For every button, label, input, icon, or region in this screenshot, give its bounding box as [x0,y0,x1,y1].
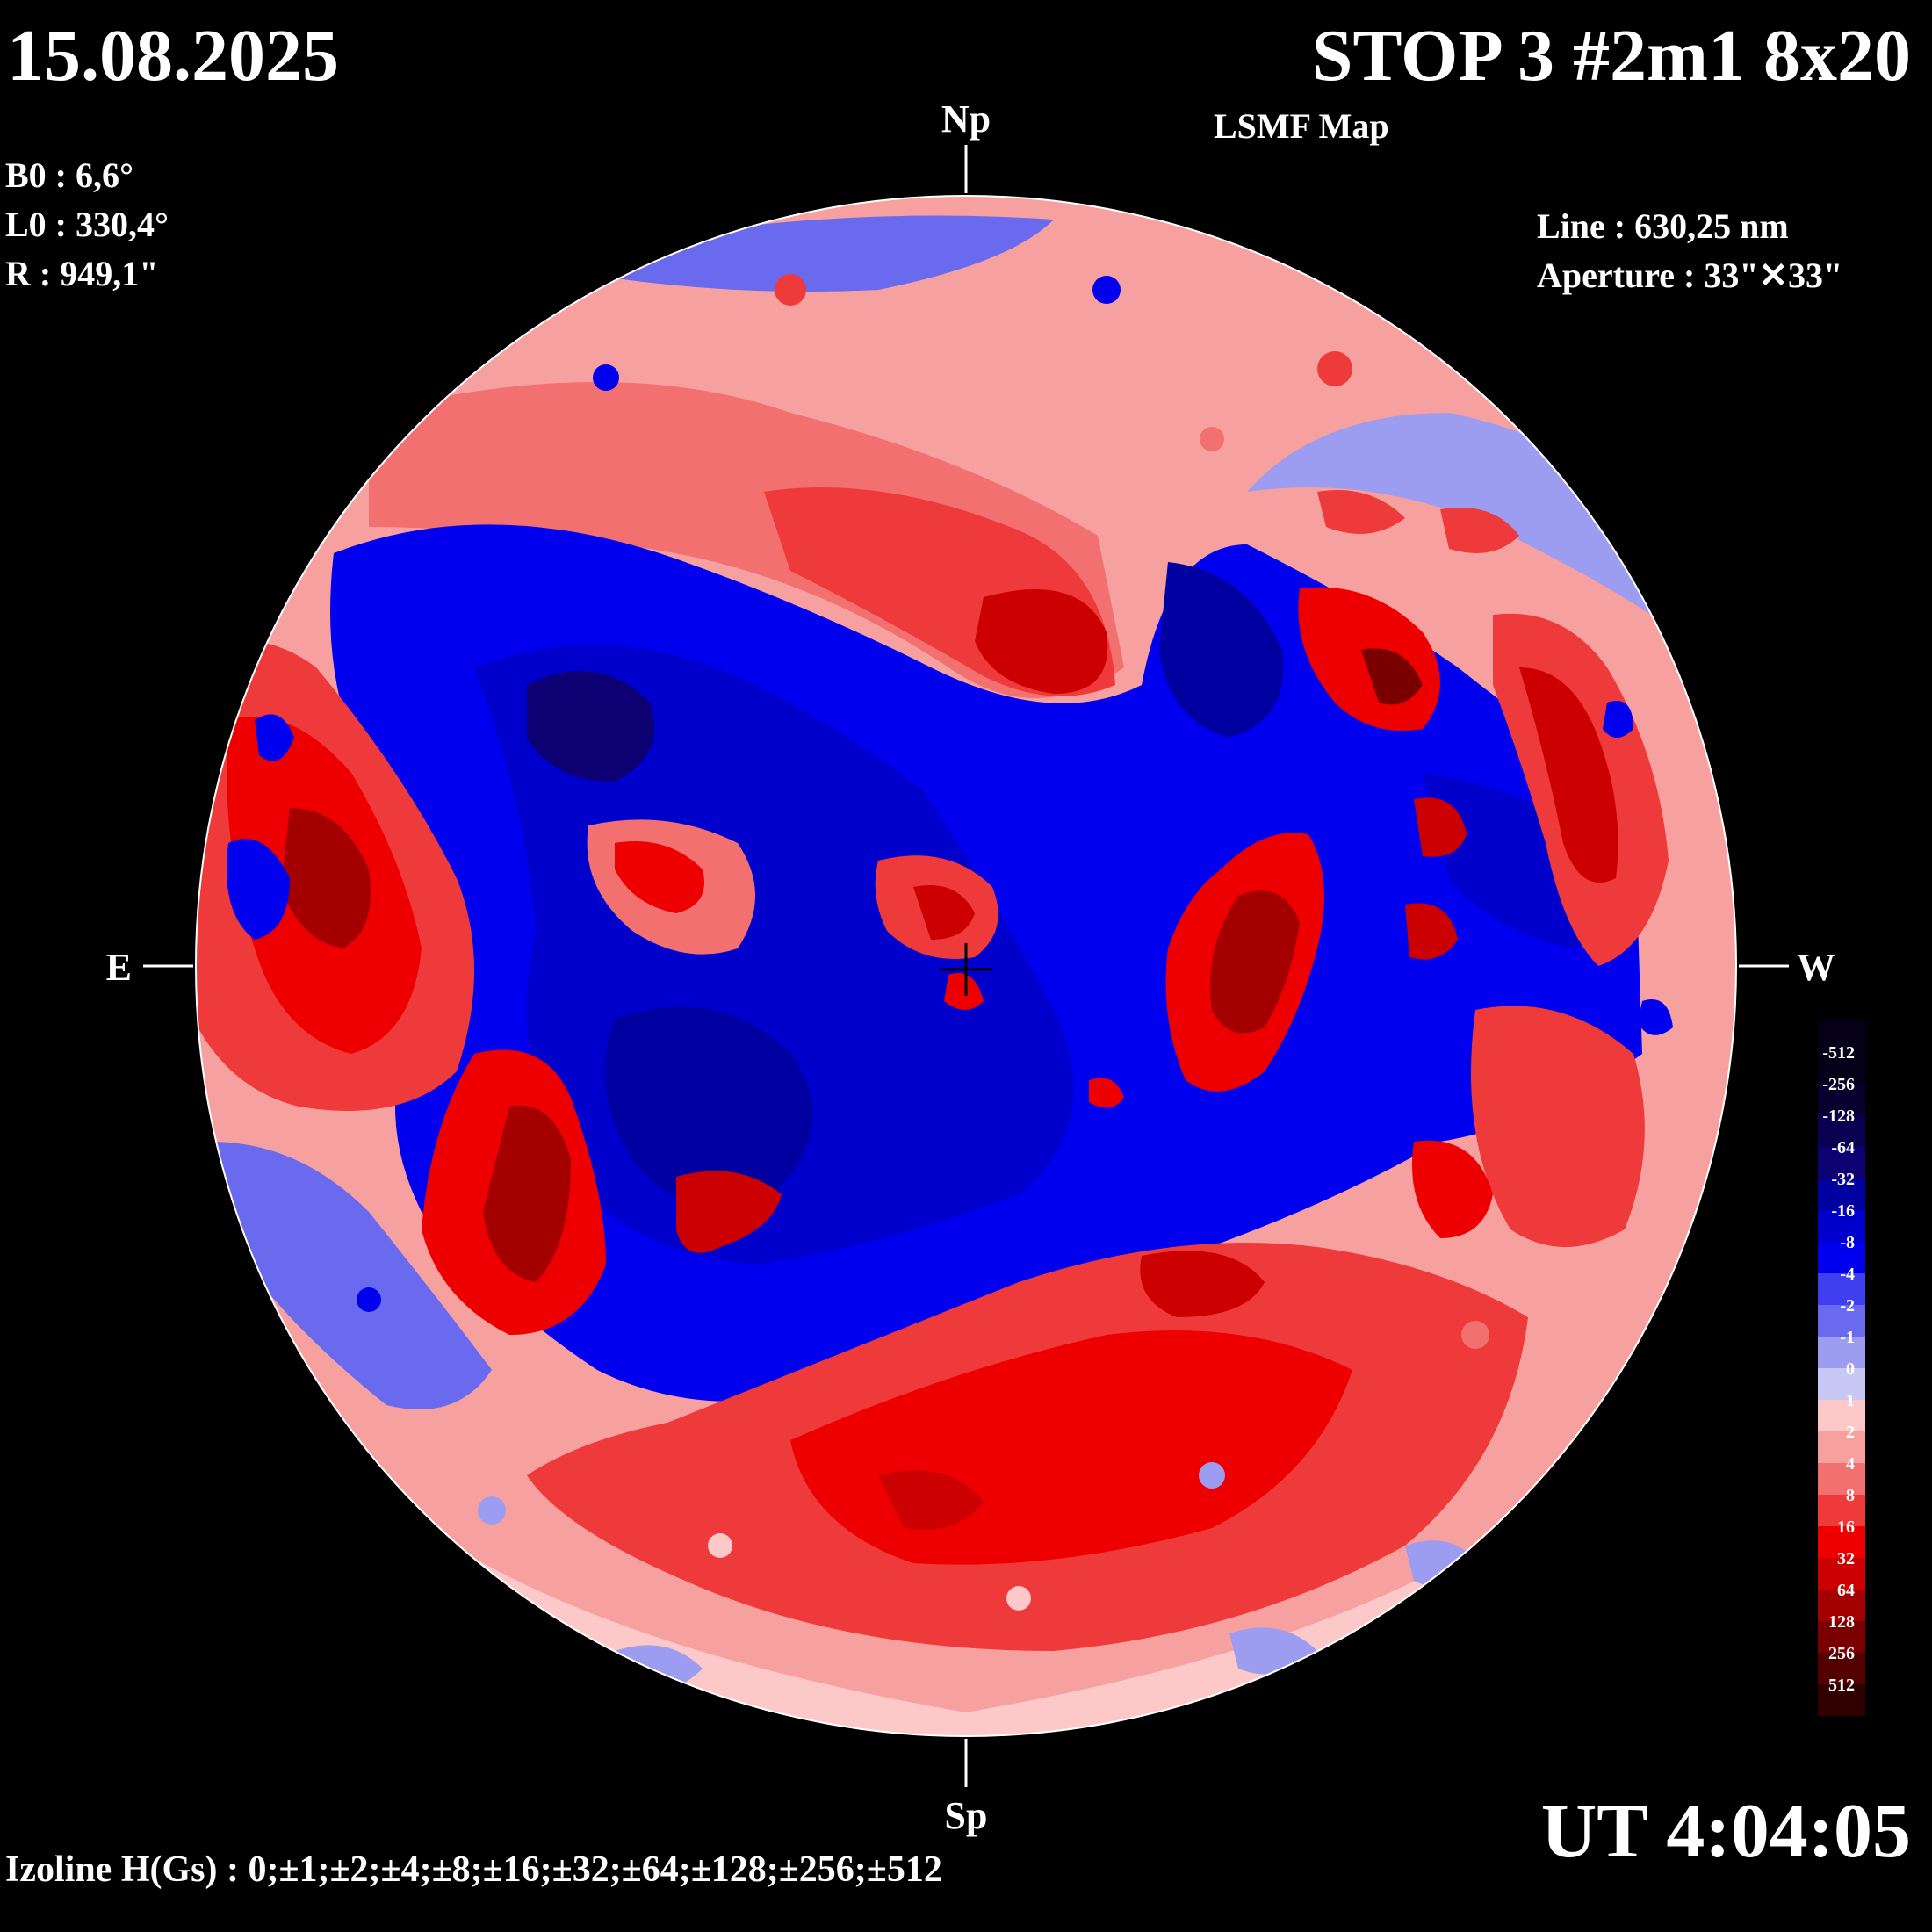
colorbar-swatch [1818,1558,1865,1590]
disk-limb [195,195,1737,1737]
colorbar-tick-label: 64 [1837,1581,1855,1600]
colorbar-swatch [1818,1179,1865,1210]
b0-parameter: B0 : 6,6° [5,155,133,195]
colorbar-tick-label: -16 [1831,1201,1855,1221]
ut-time: UT 4:04:05 [1540,1789,1911,1874]
colorbar-tick-label: -64 [1831,1138,1855,1157]
colorbar-swatch [1818,1684,1865,1716]
observation-date: 15.08.2025 [7,15,339,97]
east-label: E [106,946,132,989]
colorbar-swatch [1818,1210,1865,1242]
aperture-size: Aperture : 33"✕33" [1537,256,1843,295]
map-subtitle: LSMF Map [1214,106,1389,146]
disk-center-cross [940,943,992,996]
colorbar-tick-label: 4 [1846,1454,1855,1474]
colorbar-tick-label: 0 [1846,1359,1855,1379]
colorbar-swatch [1818,1653,1865,1684]
colorbar-swatch [1818,1242,1865,1273]
colorbar-swatch [1818,1052,1865,1084]
l0-parameter: L0 : 330,4° [5,205,169,244]
west-label: W [1797,946,1835,989]
spectral-line: Line : 630,25 nm [1537,206,1789,246]
colorbar-swatch [1818,1400,1865,1431]
radius-parameter: R : 949,1" [5,254,159,293]
colorbar-tick-label: 1 [1846,1391,1855,1410]
north-label: Np [941,97,991,141]
colorbar-swatch [1818,1621,1865,1653]
colorbar-swatch [1818,1147,1865,1179]
colorbar-tick-label: -2 [1840,1296,1855,1316]
colorbar-tick-label: 32 [1837,1549,1855,1568]
colorbar-tick-label: -4 [1840,1265,1855,1284]
colorbar-tick-label: 16 [1837,1517,1855,1537]
colorbar-tick-label: 8 [1846,1486,1855,1505]
colorbar-tick-label: 128 [1828,1612,1855,1632]
south-label: Sp [945,1794,988,1837]
colorbar-swatch [1818,1431,1865,1463]
izoline-levels: Izoline H(Gs) : 0;±1;±2;±4;±8;±16;±32;±6… [5,1849,942,1890]
colorbar-tick-label: 256 [1828,1644,1855,1663]
solar-disk [196,196,1736,1736]
colorbar-tick-label: 512 [1828,1676,1855,1695]
colorbar-tick-label: -1 [1840,1328,1855,1347]
colorbar-swatch [1818,1084,1865,1115]
colorbar-tick-label: -128 [1822,1107,1855,1126]
colorbar-swatch [1818,1337,1865,1368]
colorbar-swatch [1818,1495,1865,1526]
colorbar-swatch [1818,1115,1865,1147]
colorbar-swatch [1818,1463,1865,1495]
colorbar-tick-label: -8 [1840,1233,1855,1252]
colorbar-tick-label: -32 [1831,1170,1855,1189]
colorbar-swatch [1818,1305,1865,1337]
colorbar-tick-label: 2 [1846,1423,1855,1442]
colorbar-tick-label: -512 [1822,1043,1855,1063]
colorbar-swatch [1818,1273,1865,1305]
map-title: STOP 3 #2m1 8x20 [1311,15,1911,97]
colorbar-swatch [1818,1368,1865,1400]
direction-ticks [143,145,1789,1787]
field-strength-colorbar: -512 -256 -128 -64 -32 -16 -8 -4 -2 -1 0 1 2 4 8 16 32 64… [1818,1020,1865,1716]
colorbar-swatch [1818,1526,1865,1558]
colorbar-swatch [1818,1590,1865,1621]
colorbar-tick-label: -256 [1822,1075,1855,1094]
colorbar-cap-top [1818,1020,1865,1052]
